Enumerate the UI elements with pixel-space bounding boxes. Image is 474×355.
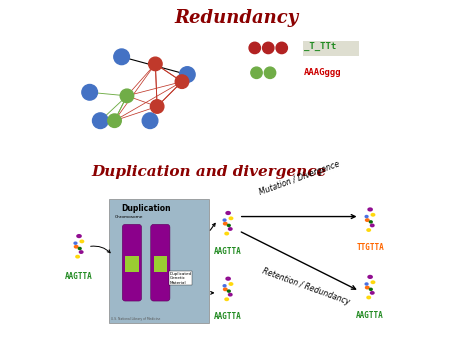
FancyBboxPatch shape xyxy=(109,199,209,323)
Ellipse shape xyxy=(223,219,226,221)
Ellipse shape xyxy=(74,242,77,244)
Text: AAGTTA: AAGTTA xyxy=(214,247,242,256)
Circle shape xyxy=(249,42,260,54)
Ellipse shape xyxy=(229,217,233,219)
Ellipse shape xyxy=(229,283,233,285)
Ellipse shape xyxy=(371,213,375,216)
Ellipse shape xyxy=(76,256,79,258)
Ellipse shape xyxy=(369,221,372,223)
Ellipse shape xyxy=(224,222,227,225)
Text: Mutation / Divergence: Mutation / Divergence xyxy=(258,159,341,197)
Ellipse shape xyxy=(368,275,372,278)
Circle shape xyxy=(180,67,195,82)
Text: TTGTTA: TTGTTA xyxy=(356,243,384,252)
Circle shape xyxy=(108,114,121,127)
Circle shape xyxy=(263,42,274,54)
Text: Duplication: Duplication xyxy=(122,204,171,213)
FancyBboxPatch shape xyxy=(125,256,139,272)
Ellipse shape xyxy=(226,212,230,214)
Ellipse shape xyxy=(224,288,227,290)
Text: AAGTTA: AAGTTA xyxy=(214,312,242,321)
Circle shape xyxy=(120,89,134,103)
Text: Duplicated
Genetic
Material: Duplicated Genetic Material xyxy=(170,272,191,285)
Ellipse shape xyxy=(228,224,230,226)
Ellipse shape xyxy=(371,292,374,294)
Ellipse shape xyxy=(79,251,83,253)
Circle shape xyxy=(251,67,262,78)
Ellipse shape xyxy=(365,286,369,289)
Ellipse shape xyxy=(223,285,226,287)
Ellipse shape xyxy=(225,298,228,300)
Text: Redundancy: Redundancy xyxy=(175,9,299,27)
Circle shape xyxy=(82,84,98,100)
Circle shape xyxy=(264,67,276,78)
Ellipse shape xyxy=(225,232,228,235)
Ellipse shape xyxy=(74,246,78,248)
Text: _T_TTt: _T_TTt xyxy=(304,42,336,51)
Ellipse shape xyxy=(369,288,372,290)
Text: Chromosome: Chromosome xyxy=(115,215,143,219)
Text: Duplication and divergence: Duplication and divergence xyxy=(91,165,326,179)
Ellipse shape xyxy=(365,283,368,285)
Ellipse shape xyxy=(365,215,368,218)
Ellipse shape xyxy=(367,229,371,231)
Ellipse shape xyxy=(371,281,375,283)
Text: Retention / Redundancy: Retention / Redundancy xyxy=(261,266,351,306)
Ellipse shape xyxy=(77,235,81,237)
Circle shape xyxy=(150,100,164,113)
Ellipse shape xyxy=(368,208,372,211)
FancyBboxPatch shape xyxy=(122,224,142,301)
Circle shape xyxy=(142,113,158,129)
Ellipse shape xyxy=(367,296,371,299)
FancyBboxPatch shape xyxy=(154,256,167,272)
Ellipse shape xyxy=(365,219,369,222)
FancyBboxPatch shape xyxy=(151,224,170,301)
Circle shape xyxy=(276,42,287,54)
Ellipse shape xyxy=(371,224,374,227)
Ellipse shape xyxy=(78,247,81,250)
Text: AAGTTA: AAGTTA xyxy=(356,311,384,320)
Ellipse shape xyxy=(228,290,230,292)
Text: U.S. National Library of Medicine: U.S. National Library of Medicine xyxy=(111,317,160,321)
Ellipse shape xyxy=(80,240,83,243)
Circle shape xyxy=(114,49,129,65)
Ellipse shape xyxy=(228,293,232,296)
FancyBboxPatch shape xyxy=(303,41,359,56)
Text: AAAGggg: AAAGggg xyxy=(304,67,341,77)
Text: AAGTTA: AAGTTA xyxy=(65,272,93,280)
Ellipse shape xyxy=(228,228,232,230)
Circle shape xyxy=(92,113,108,129)
Circle shape xyxy=(175,75,189,88)
Circle shape xyxy=(149,57,162,71)
Ellipse shape xyxy=(226,277,230,280)
